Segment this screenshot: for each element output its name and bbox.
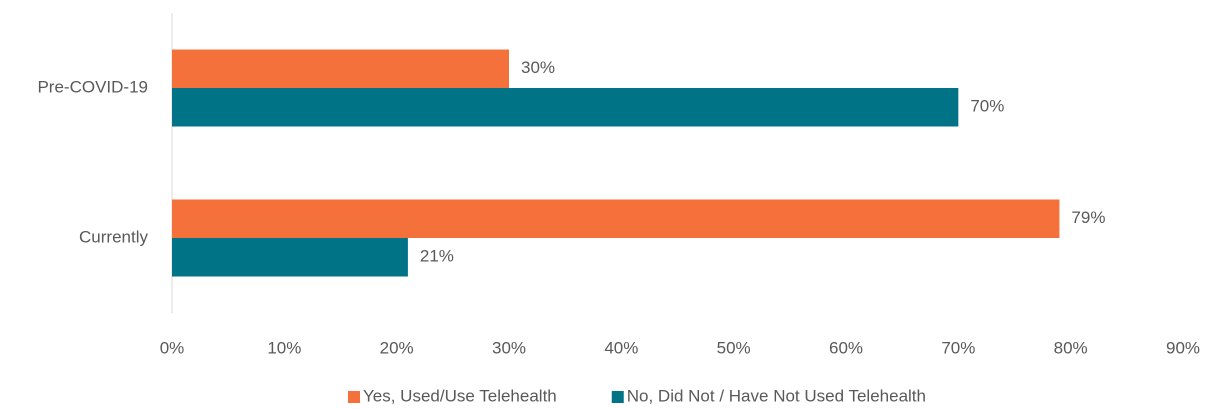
legend-label: No, Did Not / Have Not Used Telehealth: [627, 386, 926, 405]
data-label: 70%: [970, 97, 1004, 116]
y-tick-label: Currently: [79, 227, 148, 246]
data-label: 30%: [521, 58, 555, 77]
x-tick-label: 40%: [604, 338, 638, 357]
legend-swatch: [348, 391, 360, 403]
bar: [172, 49, 509, 88]
data-label: 21%: [420, 247, 454, 266]
x-tick-label: 70%: [941, 338, 975, 357]
bar: [172, 199, 1060, 238]
x-tick-label: 90%: [1166, 338, 1200, 357]
x-tick-label: 20%: [380, 338, 414, 357]
x-tick-label: 0%: [160, 338, 185, 357]
legend-label: Yes, Used/Use Telehealth: [363, 386, 557, 405]
x-tick-label: 10%: [267, 338, 301, 357]
x-tick-label: 30%: [492, 338, 526, 357]
x-tick-label: 80%: [1054, 338, 1088, 357]
x-tick-label: 60%: [829, 338, 863, 357]
bar: [172, 88, 959, 127]
legend-swatch: [611, 391, 624, 403]
bar: [172, 238, 408, 277]
y-tick-label: Pre-COVID-19: [37, 77, 148, 96]
data-label: 79%: [1071, 208, 1105, 227]
x-tick-label: 50%: [717, 338, 751, 357]
